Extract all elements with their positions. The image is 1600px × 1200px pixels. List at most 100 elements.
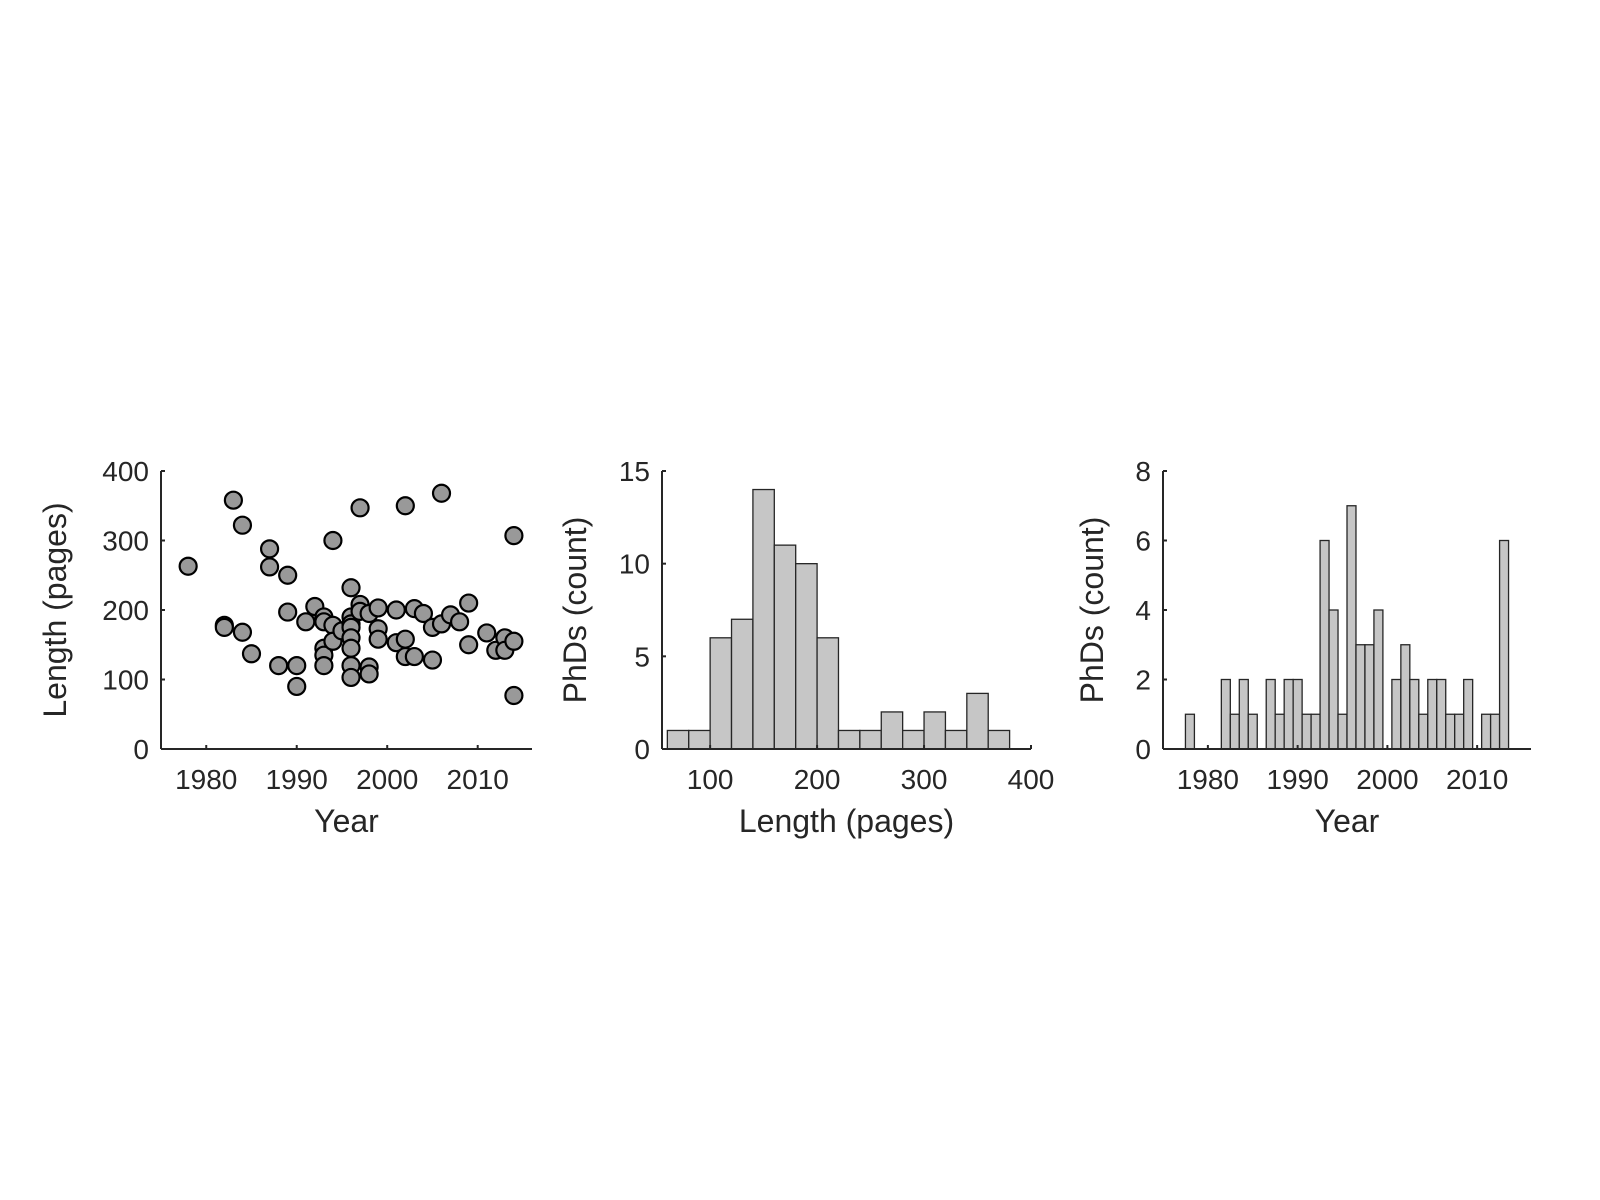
histogram-bar — [859, 729, 882, 750]
length-histogram-panel: 100 200 300 400 0 5 10 15 Length (pages) PhDs (co… — [557, 456, 1054, 839]
histogram-bar — [1319, 539, 1330, 750]
histogram-bar — [1220, 678, 1231, 750]
histogram-bar — [1418, 713, 1429, 750]
histogram-bar — [1445, 713, 1456, 750]
scatter-point — [287, 676, 307, 697]
histogram-bar — [730, 618, 754, 750]
histogram-bar — [1355, 644, 1366, 750]
scatter-point — [232, 515, 253, 535]
histogram-bar — [1436, 678, 1447, 750]
x-axis-label: Year — [1315, 803, 1380, 839]
histogram-bar — [1498, 539, 1510, 750]
scatter-point — [359, 664, 379, 684]
scatter-point — [431, 483, 452, 503]
scatter-point — [386, 600, 406, 620]
scatter-point — [422, 650, 443, 670]
scatter-panel: 1980 1990 2000 2010 0 100 200 300 400 Year Length … — [37, 456, 532, 839]
y-tick-label: 100 — [102, 665, 149, 696]
scatter-point — [314, 655, 334, 676]
scatter-point — [350, 498, 370, 518]
y-axis-label: PhDs (count) — [557, 517, 593, 704]
histogram-bar — [795, 563, 818, 750]
histogram-bar — [1229, 713, 1240, 750]
histogram-bar — [1373, 609, 1384, 750]
histogram-bar — [1346, 505, 1357, 750]
scatter-points — [178, 483, 524, 706]
histogram-bar — [966, 692, 989, 750]
y-axis-label: Length (pages) — [37, 502, 73, 717]
x-tick-label: 200 — [794, 764, 841, 795]
histogram-bar — [1427, 678, 1438, 750]
histogram-bar — [1489, 713, 1501, 750]
scatter-point — [223, 490, 243, 510]
scatter-point — [504, 631, 524, 651]
histogram-bar — [1400, 644, 1411, 750]
scatter-point — [241, 644, 262, 664]
y-tick-label: 200 — [102, 595, 149, 626]
y-tick-label: 0 — [1135, 734, 1151, 765]
histogram-bar — [1454, 713, 1465, 750]
scatter-point — [278, 565, 298, 585]
scatter-point — [287, 655, 307, 676]
year-histogram-axes: 1980 1990 2000 2010 0 2 4 6 8 Year PhDs (count) — [1074, 456, 1531, 839]
histogram-bar — [1274, 713, 1285, 750]
scatter-point — [395, 629, 415, 649]
scatter-point — [214, 617, 234, 637]
x-tick-label: 2010 — [1446, 764, 1508, 795]
y-tick-label: 6 — [1135, 526, 1151, 557]
year-histogram-panel: 1980 1990 2000 2010 0 2 4 6 8 Year PhDs (count) — [1074, 456, 1531, 839]
x-tick-label: 2000 — [356, 764, 418, 795]
scatter-point — [459, 593, 479, 613]
histogram-bar — [1409, 678, 1420, 750]
x-tick-label: 100 — [687, 764, 734, 795]
y-tick-label: 5 — [634, 641, 650, 672]
scatter-point — [323, 530, 343, 551]
x-tick-label: 2000 — [1356, 764, 1418, 795]
histogram-bar — [1301, 713, 1312, 750]
histogram-bar — [944, 729, 968, 750]
y-tick-label: 4 — [1135, 595, 1151, 626]
y-tick-label: 10 — [619, 549, 650, 580]
histogram-bar — [1391, 678, 1402, 750]
scatter-point — [477, 623, 497, 643]
scatter-point — [459, 635, 479, 655]
y-tick-label: 400 — [102, 456, 149, 487]
scatter-point — [395, 496, 415, 516]
y-tick-label: 8 — [1135, 456, 1151, 487]
histogram-bar — [1337, 713, 1348, 750]
length-histogram-bars — [666, 488, 1011, 750]
scatter-point — [413, 603, 434, 624]
histogram-bar — [1283, 678, 1294, 750]
y-tick-label: 2 — [1135, 665, 1151, 696]
scatter-point — [341, 638, 361, 658]
scatter-point — [504, 526, 524, 546]
scatter-point — [368, 629, 388, 649]
histogram-bar — [1328, 609, 1339, 750]
scatter-point — [232, 622, 253, 642]
y-axis-label: PhDs (count) — [1074, 517, 1110, 704]
scatter-point — [259, 557, 280, 577]
histogram-bar — [987, 729, 1011, 750]
x-axis-label: Year — [314, 803, 379, 839]
scatter-point — [504, 685, 524, 706]
histogram-bar — [880, 711, 904, 750]
x-tick-label: 1980 — [1177, 764, 1239, 795]
y-tick-label: 300 — [102, 526, 149, 557]
histogram-bar — [837, 729, 861, 750]
histogram-bar — [1310, 713, 1321, 750]
scatter-axes: 1980 1990 2000 2010 0 100 200 300 400 Year Length … — [37, 456, 532, 839]
length-histogram-axes: 100 200 300 400 0 5 10 15 Length (pages) PhDs (co… — [557, 456, 1054, 839]
scatter-point — [269, 655, 289, 676]
scatter-point — [368, 598, 388, 618]
histogram-bar — [923, 711, 947, 750]
histogram-bar — [1247, 713, 1258, 750]
histogram-bar — [1238, 678, 1249, 750]
scatter-point — [296, 612, 316, 632]
x-tick-label: 1980 — [175, 764, 237, 795]
histogram-bar — [816, 637, 840, 750]
scatter-point — [259, 539, 280, 559]
y-tick-label: 0 — [133, 734, 149, 765]
histogram-bar — [752, 488, 775, 750]
histogram-bar — [666, 729, 690, 750]
